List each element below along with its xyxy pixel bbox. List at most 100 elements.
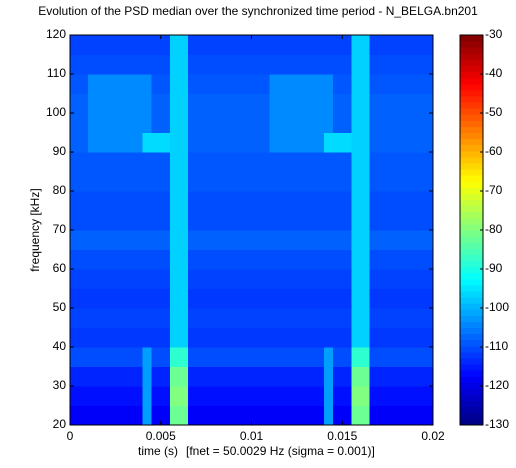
cell bbox=[360, 347, 370, 367]
cell bbox=[106, 327, 116, 348]
cell bbox=[178, 269, 189, 289]
cell bbox=[79, 171, 89, 192]
cell bbox=[396, 308, 407, 328]
cell bbox=[260, 347, 271, 367]
cell bbox=[187, 35, 198, 55]
cell bbox=[206, 210, 216, 231]
cell bbox=[305, 132, 316, 153]
colorbar-swatch bbox=[460, 59, 483, 66]
cell bbox=[233, 230, 243, 250]
colorbar-swatch bbox=[460, 126, 483, 133]
colorbar-swatch bbox=[460, 370, 483, 377]
cell bbox=[233, 249, 243, 270]
cell bbox=[88, 269, 98, 289]
cell bbox=[251, 171, 262, 192]
cell bbox=[224, 74, 234, 94]
cell bbox=[187, 74, 198, 94]
colorbar-swatch bbox=[460, 230, 483, 237]
colorbar-swatch bbox=[460, 108, 483, 115]
cell bbox=[151, 327, 162, 348]
cell bbox=[133, 230, 144, 250]
cell bbox=[333, 347, 343, 367]
cell bbox=[151, 288, 162, 309]
cell bbox=[324, 405, 334, 426]
colorbar-swatch bbox=[460, 114, 483, 121]
cell bbox=[106, 93, 116, 114]
cell bbox=[242, 74, 252, 94]
cell bbox=[160, 191, 171, 211]
colorbar-swatch bbox=[460, 406, 483, 414]
cell bbox=[97, 191, 107, 211]
cell bbox=[178, 54, 189, 75]
cell bbox=[115, 171, 125, 192]
cell bbox=[142, 171, 153, 192]
cell bbox=[115, 132, 125, 153]
cell bbox=[178, 249, 189, 270]
y-axis-label: frequency [kHz] bbox=[28, 188, 42, 271]
cell bbox=[260, 35, 271, 55]
cell bbox=[387, 347, 398, 367]
cell bbox=[378, 35, 389, 55]
cell bbox=[405, 152, 416, 172]
cell bbox=[133, 347, 144, 367]
cell bbox=[206, 308, 216, 328]
colorbar-swatch bbox=[460, 47, 483, 54]
cell bbox=[206, 113, 216, 133]
colorbar-swatch bbox=[460, 260, 483, 268]
cell bbox=[142, 113, 153, 133]
colorbar-swatch bbox=[460, 254, 483, 261]
cell bbox=[88, 93, 98, 114]
colorbar-swatch bbox=[460, 162, 483, 170]
cell bbox=[351, 93, 361, 114]
cell bbox=[115, 249, 125, 270]
cell bbox=[215, 386, 225, 406]
colorbar-swatch bbox=[460, 102, 483, 109]
cell bbox=[88, 171, 98, 192]
cell bbox=[278, 327, 289, 348]
cell bbox=[287, 230, 298, 250]
cell bbox=[133, 249, 144, 270]
cell bbox=[342, 327, 352, 348]
cell bbox=[360, 54, 370, 75]
cell bbox=[269, 366, 280, 387]
cell bbox=[305, 230, 316, 250]
cell bbox=[215, 54, 225, 75]
cell bbox=[124, 210, 135, 231]
cell bbox=[378, 152, 389, 172]
cell bbox=[315, 132, 325, 153]
cell bbox=[260, 249, 271, 270]
colorbar-swatch bbox=[460, 205, 483, 213]
cell bbox=[324, 171, 334, 192]
cell bbox=[215, 210, 225, 231]
cell bbox=[197, 308, 207, 328]
cell bbox=[106, 191, 116, 211]
cell bbox=[342, 152, 352, 172]
cell bbox=[106, 74, 116, 94]
cell bbox=[124, 54, 135, 75]
cell bbox=[197, 54, 207, 75]
cell bbox=[278, 347, 289, 367]
cell bbox=[405, 93, 416, 114]
cell bbox=[178, 35, 189, 55]
cell bbox=[224, 93, 234, 114]
cell bbox=[423, 93, 434, 114]
cell bbox=[178, 171, 189, 192]
cell bbox=[97, 74, 107, 94]
cell bbox=[287, 132, 298, 153]
cell bbox=[360, 191, 370, 211]
cell bbox=[287, 171, 298, 192]
cell bbox=[423, 74, 434, 94]
cell bbox=[187, 210, 198, 231]
cell bbox=[414, 152, 425, 172]
cell bbox=[260, 288, 271, 309]
cell bbox=[197, 269, 207, 289]
cell bbox=[369, 132, 380, 153]
cell bbox=[133, 366, 144, 387]
cell bbox=[97, 327, 107, 348]
cell bbox=[315, 288, 325, 309]
cell bbox=[423, 269, 434, 289]
cell bbox=[70, 288, 80, 309]
cell bbox=[187, 113, 198, 133]
cell bbox=[296, 288, 307, 309]
cell bbox=[160, 366, 171, 387]
